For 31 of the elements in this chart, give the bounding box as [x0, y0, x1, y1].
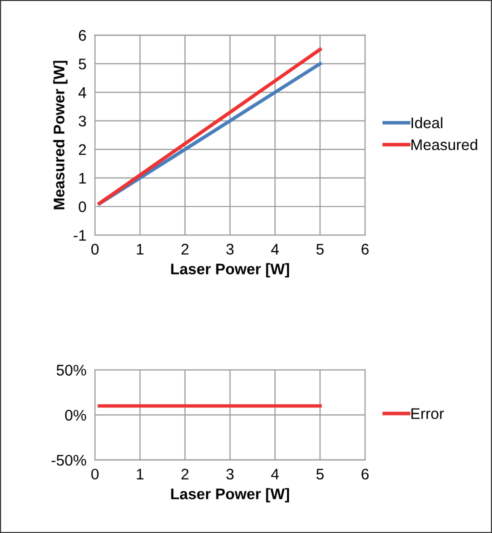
- y-tick-label: 0: [78, 201, 86, 212]
- x-tick-label: 4: [271, 244, 279, 254]
- x-tick-label: 6: [362, 244, 369, 255]
- y-tick-label: 2: [78, 144, 86, 155]
- y-tick-label: -50%: [52, 454, 86, 466]
- x-tick-label: 0: [91, 468, 99, 480]
- y-tick-label: 1: [79, 172, 86, 184]
- y-tick-label: 4: [78, 87, 86, 98]
- x-tick-label: 3: [226, 468, 234, 480]
- x-tick-label: 4: [271, 468, 279, 480]
- x-axis-title: Laser Power [W]: [171, 488, 290, 502]
- y-tick-label: 5: [78, 58, 86, 70]
- x-axis-title: Laser Power [W]: [171, 263, 290, 278]
- x-tick-label: 0: [91, 244, 99, 255]
- y-tick-label: 0%: [65, 410, 86, 421]
- x-tick-label: 2: [182, 244, 188, 254]
- y-tick-label: -1: [74, 230, 86, 241]
- y-axis-title: Measured Power [W]: [53, 60, 68, 210]
- x-tick-label: 2: [182, 468, 188, 480]
- x-tick-label: 5: [316, 244, 324, 255]
- legend-label: Measured: [411, 138, 478, 150]
- x-tick-label: 1: [136, 468, 144, 480]
- y-tick-label: 50%: [56, 364, 86, 376]
- x-tick-label: 1: [136, 244, 144, 254]
- y-tick-label: 6: [78, 30, 86, 41]
- y-tick-label: 3: [78, 116, 86, 127]
- x-tick-label: 3: [226, 244, 234, 255]
- legend-label: Ideal: [412, 117, 442, 128]
- x-tick-label: 6: [362, 468, 369, 480]
- x-tick-label: 5: [316, 468, 324, 480]
- legend-label: Error: [411, 408, 444, 420]
